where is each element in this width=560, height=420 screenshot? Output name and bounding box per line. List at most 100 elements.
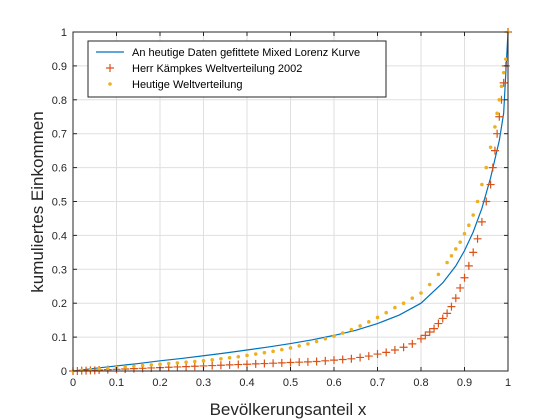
data-point-dot xyxy=(219,356,223,361)
y-tick-label: 0 xyxy=(61,366,67,378)
data-point-plus xyxy=(347,354,356,363)
x-tick-label: 0.7 xyxy=(370,377,385,389)
data-point-dot xyxy=(445,260,449,265)
data-point-plus xyxy=(486,180,495,189)
data-point-plus xyxy=(434,319,443,328)
y-tick-label: 0.9 xyxy=(52,61,67,73)
data-point-plus xyxy=(443,309,452,318)
x-tick-label: 0.9 xyxy=(457,377,472,389)
data-point-dot xyxy=(271,349,275,354)
data-point-plus xyxy=(234,360,243,369)
data-point-plus xyxy=(225,360,234,369)
data-point-plus xyxy=(469,248,478,257)
data-point-dot xyxy=(288,346,293,350)
data-point-dot xyxy=(375,315,380,320)
data-point-dot xyxy=(123,365,127,369)
y-tick-label: 0.4 xyxy=(52,230,67,242)
data-point-dot xyxy=(504,57,508,61)
y-tick-label: 0.1 xyxy=(52,332,67,344)
data-point-dot xyxy=(458,240,462,244)
data-point-dot xyxy=(262,350,267,355)
y-axis-label: kumuliertes Einkommen xyxy=(28,111,47,292)
data-point-dot xyxy=(184,360,188,364)
x-tick-label: 0.8 xyxy=(413,377,428,389)
data-point-plus xyxy=(425,328,434,337)
data-point-plus xyxy=(447,302,456,311)
data-point-dot xyxy=(149,363,154,367)
x-tick-label: 0.6 xyxy=(326,377,341,389)
data-point-plus xyxy=(495,112,504,121)
data-point-dot xyxy=(501,70,506,75)
data-point-dot xyxy=(323,336,328,341)
data-point-plus xyxy=(456,283,465,292)
y-tick-label: 1 xyxy=(61,27,67,39)
data-point-plus xyxy=(421,331,430,340)
data-point-dot xyxy=(227,355,232,360)
x-tick-label: 0.5 xyxy=(283,377,298,389)
data-point-plus xyxy=(321,356,330,365)
x-tick-label: 0 xyxy=(70,377,76,389)
data-point-dot xyxy=(454,247,458,251)
x-tick-label: 0.3 xyxy=(196,377,211,389)
data-point-plus xyxy=(382,348,391,357)
data-point-plus xyxy=(390,345,399,354)
data-point-dot xyxy=(210,358,214,362)
data-point-plus xyxy=(286,358,295,367)
x-axis-ticks: 0 0.1 0.2 0.3 0.4 0.5 0.6 0.7 0.8 0.9 1 xyxy=(70,32,511,389)
data-point-dot xyxy=(297,344,302,348)
data-point-dot xyxy=(419,291,423,295)
legend-box xyxy=(87,40,387,98)
x-tick-label: 0.4 xyxy=(239,377,254,389)
data-point-dot xyxy=(495,111,499,116)
data-point-plus xyxy=(190,362,199,371)
data-point-dot xyxy=(253,352,258,356)
data-point-plus xyxy=(312,357,321,366)
data-point-dot xyxy=(245,353,249,358)
data-point-plus xyxy=(260,359,269,368)
data-point-plus xyxy=(373,350,382,359)
data-point-plus xyxy=(208,361,217,370)
y-tick-label: 0.5 xyxy=(52,197,67,209)
x-tick-label: 0.1 xyxy=(109,377,124,389)
data-point-dot xyxy=(97,367,101,371)
data-point-plus xyxy=(251,359,260,368)
data-point-plus xyxy=(493,129,502,138)
data-point-dot xyxy=(436,272,441,277)
data-point-plus xyxy=(417,334,425,343)
x-axis-label: Bevölkerungsanteil x xyxy=(210,400,367,419)
data-point-plus xyxy=(473,234,482,243)
data-point-dot xyxy=(106,366,110,371)
data-point-plus xyxy=(277,358,286,367)
y-axis-ticks: 0 0.1 0.2 0.3 0.4 0.5 0.6 0.7 0.8 0.9 1 xyxy=(52,27,508,378)
data-point-dot xyxy=(166,361,171,366)
data-point-plus xyxy=(399,343,408,352)
data-point-dot xyxy=(236,354,241,359)
data-point-dot xyxy=(349,327,354,332)
legend-entry-label: Heutige Weltverteilung xyxy=(132,79,242,91)
legend: An heutige Daten gefittete Mixed Lorenz … xyxy=(87,40,387,98)
data-point-dot xyxy=(132,364,136,369)
data-point-plus xyxy=(330,356,338,365)
data-point-plus xyxy=(356,353,365,362)
data-point-plus xyxy=(460,273,469,282)
data-point-dot xyxy=(471,213,476,217)
y-tick-label: 0.7 xyxy=(52,129,67,141)
y-tick-label: 0.2 xyxy=(52,298,67,310)
legend-entry-label: An heutige Daten gefittete Mixed Lorenz … xyxy=(132,47,360,59)
plot-area xyxy=(69,28,512,375)
data-point-plus xyxy=(303,357,312,366)
data-point-dot xyxy=(280,347,284,352)
data-point-plus xyxy=(438,314,447,323)
data-point-dot xyxy=(79,368,84,373)
data-point-dot xyxy=(393,305,397,310)
data-point-dot xyxy=(306,342,310,346)
data-point-plus xyxy=(430,324,439,333)
data-point-dot xyxy=(449,253,454,258)
data-point-plus xyxy=(451,294,460,303)
data-point-dot xyxy=(175,361,180,365)
data-point-plus xyxy=(295,358,304,367)
data-point-plus xyxy=(364,352,373,361)
data-point-plus xyxy=(243,360,251,369)
data-point-plus xyxy=(482,197,491,206)
legend-swatch-plus xyxy=(106,64,114,72)
